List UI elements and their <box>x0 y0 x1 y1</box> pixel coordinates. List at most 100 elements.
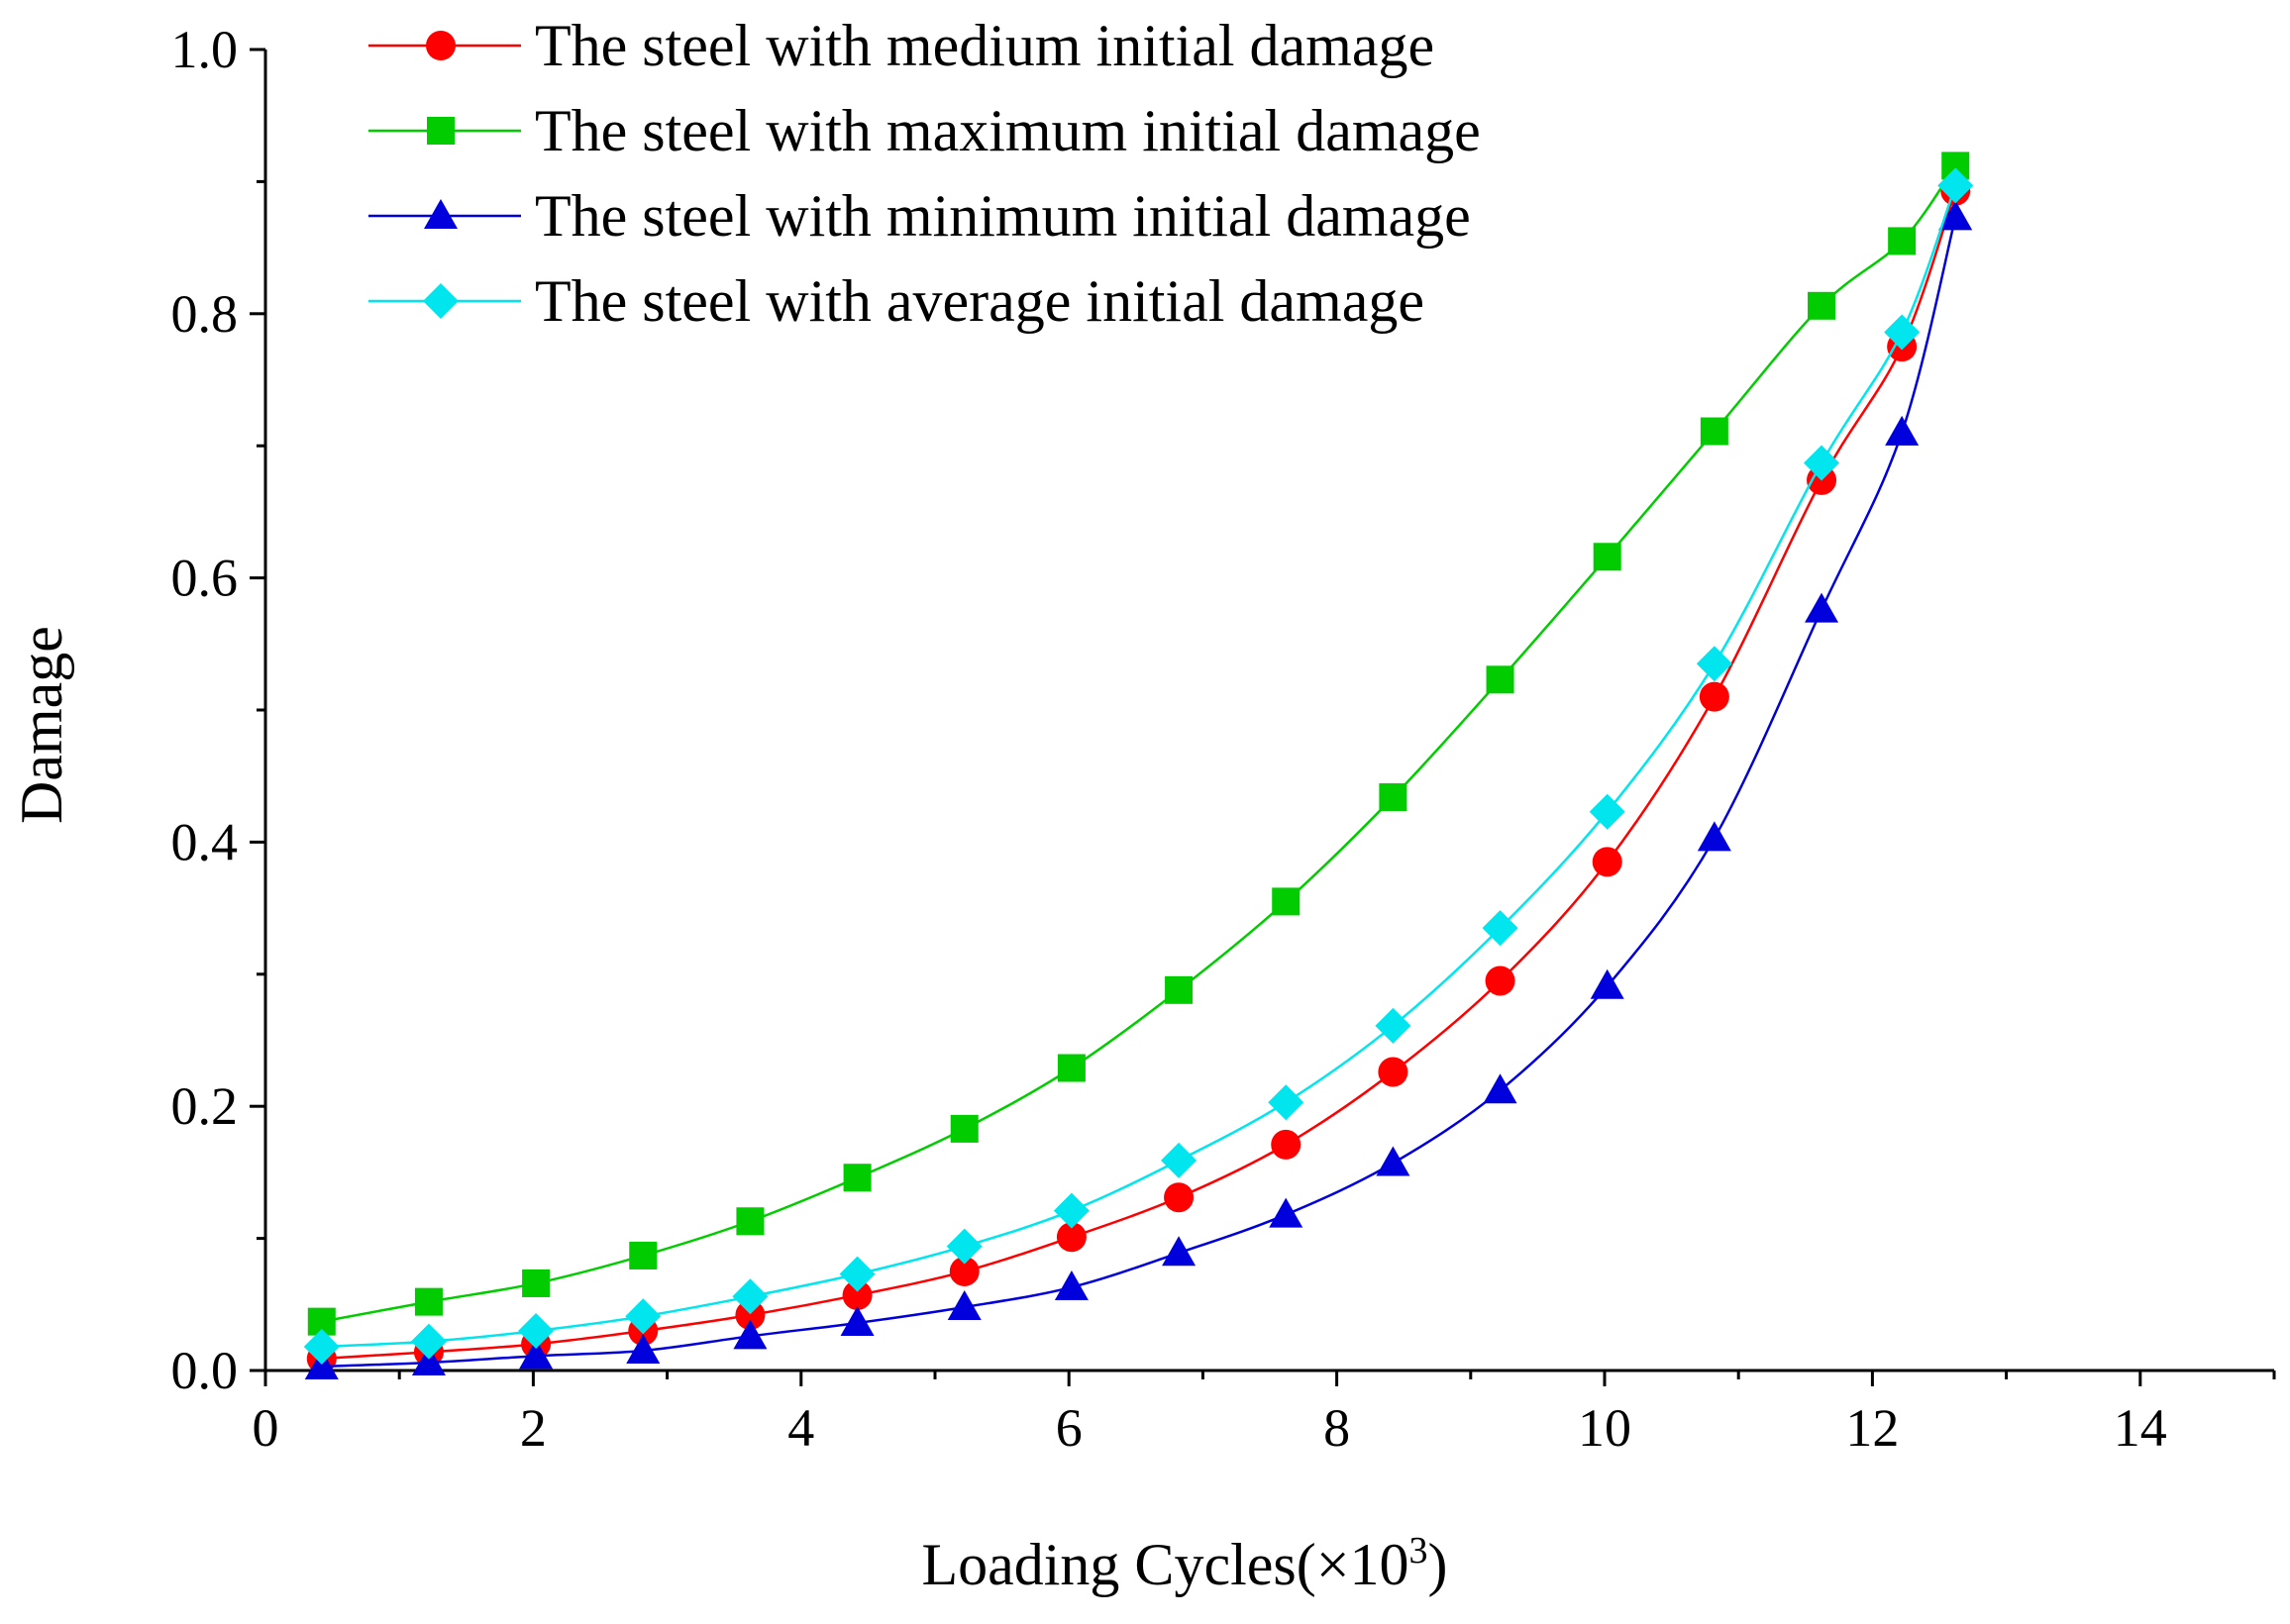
data-point <box>1589 793 1625 830</box>
data-point <box>1804 445 1840 481</box>
x-tick-labels: 0 2 4 6 8 10 12 14 <box>253 1398 2167 1458</box>
data-point <box>625 1298 662 1335</box>
data-point <box>843 1164 872 1192</box>
data-point <box>946 1228 983 1265</box>
legend-entry: The steel with medium initial damage <box>368 13 1434 78</box>
data-point <box>949 1256 980 1286</box>
legend-marker <box>423 283 459 319</box>
y-tick-label: 1.0 <box>171 20 239 79</box>
tick-marks <box>250 48 2276 1386</box>
x-tick-label: 2 <box>520 1398 547 1458</box>
data-point <box>1884 314 1921 351</box>
data-point <box>519 1339 554 1370</box>
data-point <box>842 1279 873 1310</box>
data-point <box>1592 847 1622 877</box>
y-tick-label: 0.6 <box>171 549 239 608</box>
data-point <box>1486 665 1514 694</box>
data-point <box>304 1349 339 1379</box>
data-point <box>733 1319 768 1350</box>
data-point <box>1268 1084 1304 1121</box>
legend-label: The steel with maximum initial damage <box>535 98 1481 163</box>
legend-marker <box>426 31 456 60</box>
data-point <box>410 1323 447 1360</box>
data-point <box>1269 1197 1303 1228</box>
x-tick-label: 12 <box>1845 1398 1899 1458</box>
series-square <box>307 152 1970 1336</box>
series-diamond <box>303 167 1974 1365</box>
x-axis-title-close: ) <box>1428 1532 1448 1597</box>
data-point <box>1699 681 1729 712</box>
data-point <box>1162 1236 1197 1267</box>
data-point <box>1379 783 1407 812</box>
legend-marker <box>427 117 455 145</box>
data-point <box>950 1114 979 1143</box>
legend-entry: The steel with average initial damage <box>368 268 1424 334</box>
series-triangle <box>304 200 1973 1379</box>
legend-label: The steel with medium initial damage <box>535 13 1434 78</box>
data-point <box>1885 415 1920 446</box>
data-point <box>1057 1054 1086 1082</box>
legend-label: The steel with average initial damage <box>535 268 1424 334</box>
data-point <box>947 1289 982 1320</box>
x-tick-label: 14 <box>2114 1398 2167 1458</box>
y-tick-labels: 0.0 0.2 0.4 0.6 0.8 1.0 <box>171 20 239 1400</box>
data-point <box>1485 965 1515 996</box>
data-point <box>1053 1192 1090 1229</box>
data-point <box>1272 887 1301 916</box>
series-line <box>321 217 1957 1369</box>
x-tick-label: 0 <box>253 1398 279 1458</box>
x-tick-label: 6 <box>1056 1398 1083 1458</box>
data-point <box>629 1241 658 1269</box>
data-point <box>1697 821 1731 852</box>
x-axis-title: Loading Cycles(×103) <box>921 1530 1447 1597</box>
x-tick-label: 8 <box>1323 1398 1350 1458</box>
data-point <box>1482 910 1518 947</box>
data-point <box>1937 167 1974 204</box>
data-point <box>518 1312 555 1349</box>
x-tick-label: 10 <box>1578 1398 1631 1458</box>
data-point <box>1700 417 1728 446</box>
data-point <box>1808 291 1836 320</box>
data-point <box>1056 1222 1087 1253</box>
data-point <box>1378 1057 1408 1087</box>
x-axis-title-superscript: 3 <box>1409 1530 1428 1572</box>
legend-marker <box>424 199 458 229</box>
data-point <box>1938 200 1973 231</box>
data-point <box>732 1278 769 1315</box>
series-line <box>321 164 1957 1323</box>
legend-entry: The steel with minimum initial damage <box>368 183 1471 249</box>
legend-entry: The steel with maximum initial damage <box>368 98 1481 163</box>
x-tick-label: 4 <box>787 1398 814 1458</box>
series-circle <box>306 175 1971 1373</box>
data-point <box>1271 1129 1301 1160</box>
y-tick-label: 0.4 <box>171 812 239 871</box>
data-point <box>1161 1142 1197 1178</box>
data-point <box>1483 1073 1517 1104</box>
data-point <box>411 1345 446 1375</box>
data-point <box>1805 592 1839 623</box>
data-point <box>839 1256 876 1292</box>
x-axis-title-text: Loading Cycles(×10 <box>921 1532 1408 1597</box>
data-point <box>626 1333 661 1364</box>
plot-area <box>303 152 1974 1379</box>
data-point <box>1164 1182 1195 1213</box>
y-axis-title: Damage <box>9 626 74 824</box>
legend-label: The steel with minimum initial damage <box>535 183 1471 249</box>
data-point <box>840 1305 875 1336</box>
data-point <box>414 1287 443 1316</box>
data-point <box>1375 1007 1411 1044</box>
data-point <box>1376 1146 1410 1176</box>
data-point <box>1590 968 1624 999</box>
data-point <box>1593 543 1621 571</box>
data-point <box>1165 975 1194 1004</box>
data-point <box>1888 227 1917 255</box>
data-point <box>522 1269 551 1297</box>
data-point <box>303 1328 340 1365</box>
y-tick-label: 0.8 <box>171 284 239 344</box>
series-line <box>321 190 1957 1361</box>
legend: The steel with medium initial damage The … <box>368 13 1481 334</box>
data-point <box>1054 1269 1089 1300</box>
series-line <box>321 184 1957 1349</box>
y-tick-label: 0.0 <box>171 1341 239 1400</box>
